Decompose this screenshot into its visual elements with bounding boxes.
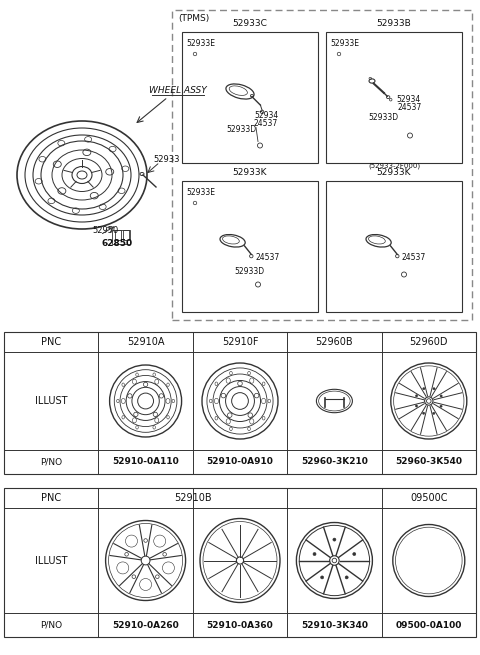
Text: 52910-0A910: 52910-0A910: [206, 457, 274, 466]
Ellipse shape: [423, 388, 425, 390]
Ellipse shape: [440, 395, 442, 397]
Ellipse shape: [321, 576, 324, 579]
Text: 52933D: 52933D: [234, 267, 264, 276]
Text: 09500-0A100: 09500-0A100: [396, 620, 462, 629]
Bar: [4, 488, 476, 637]
Ellipse shape: [422, 412, 425, 415]
Text: 62850: 62850: [102, 239, 133, 248]
Text: 52933E: 52933E: [186, 188, 215, 197]
Text: 52934: 52934: [396, 96, 420, 105]
Bar: [326, 181, 462, 312]
Text: P/NO: P/NO: [40, 457, 62, 466]
Text: 52933E: 52933E: [186, 39, 215, 48]
Text: PNC: PNC: [41, 337, 61, 347]
Text: 52933D: 52933D: [226, 126, 256, 134]
Ellipse shape: [415, 395, 418, 397]
Text: 24537: 24537: [402, 253, 426, 263]
Bar: [112, 230, 130, 244]
Text: 52934: 52934: [254, 111, 278, 119]
Text: 09500C: 09500C: [410, 493, 447, 503]
Bar: [172, 10, 472, 320]
Bar: [182, 181, 318, 312]
Text: 52960-3K210: 52960-3K210: [301, 457, 368, 466]
Text: 52933K: 52933K: [233, 168, 267, 177]
Text: 52933E: 52933E: [330, 39, 359, 48]
Text: 24537: 24537: [256, 253, 280, 263]
Ellipse shape: [333, 538, 336, 541]
Text: 52933K: 52933K: [377, 168, 411, 177]
Text: (52933-2F000): (52933-2F000): [368, 162, 420, 169]
Bar: [123, 230, 129, 240]
Text: 52933B: 52933B: [377, 19, 411, 28]
Text: 52933: 52933: [153, 155, 180, 164]
Text: 24537: 24537: [398, 103, 422, 113]
Bar: [182, 32, 318, 163]
Text: 52910A: 52910A: [127, 337, 164, 347]
Ellipse shape: [353, 553, 356, 555]
Text: 24537: 24537: [254, 119, 278, 128]
Ellipse shape: [440, 405, 442, 407]
Text: 52910-0A110: 52910-0A110: [112, 457, 179, 466]
Ellipse shape: [313, 553, 316, 555]
Text: ILLUST: ILLUST: [35, 396, 68, 406]
Text: P/NO: P/NO: [40, 620, 62, 629]
Text: 52910F: 52910F: [222, 337, 258, 347]
Text: (TPMS): (TPMS): [178, 14, 209, 23]
Text: 52910-0A360: 52910-0A360: [206, 620, 274, 629]
Bar: [4, 332, 476, 474]
Text: 52910-3K340: 52910-3K340: [301, 620, 368, 629]
Text: 52910-0A260: 52910-0A260: [112, 620, 179, 629]
Text: 52960-3K540: 52960-3K540: [396, 457, 462, 466]
Text: PNC: PNC: [41, 493, 61, 503]
Bar: [115, 230, 121, 240]
Text: 52933C: 52933C: [233, 19, 267, 28]
Text: 52950: 52950: [92, 226, 118, 235]
Text: 52933D: 52933D: [368, 113, 398, 121]
Ellipse shape: [432, 412, 435, 415]
Text: WHEEL ASSY: WHEEL ASSY: [149, 86, 207, 95]
Text: 52960D: 52960D: [409, 337, 448, 347]
Ellipse shape: [433, 388, 435, 390]
Bar: [326, 32, 462, 163]
Text: 52960B: 52960B: [315, 337, 353, 347]
Ellipse shape: [415, 405, 418, 407]
Text: 52910B: 52910B: [174, 493, 212, 503]
Text: ILLUST: ILLUST: [35, 555, 68, 565]
Ellipse shape: [345, 576, 348, 579]
